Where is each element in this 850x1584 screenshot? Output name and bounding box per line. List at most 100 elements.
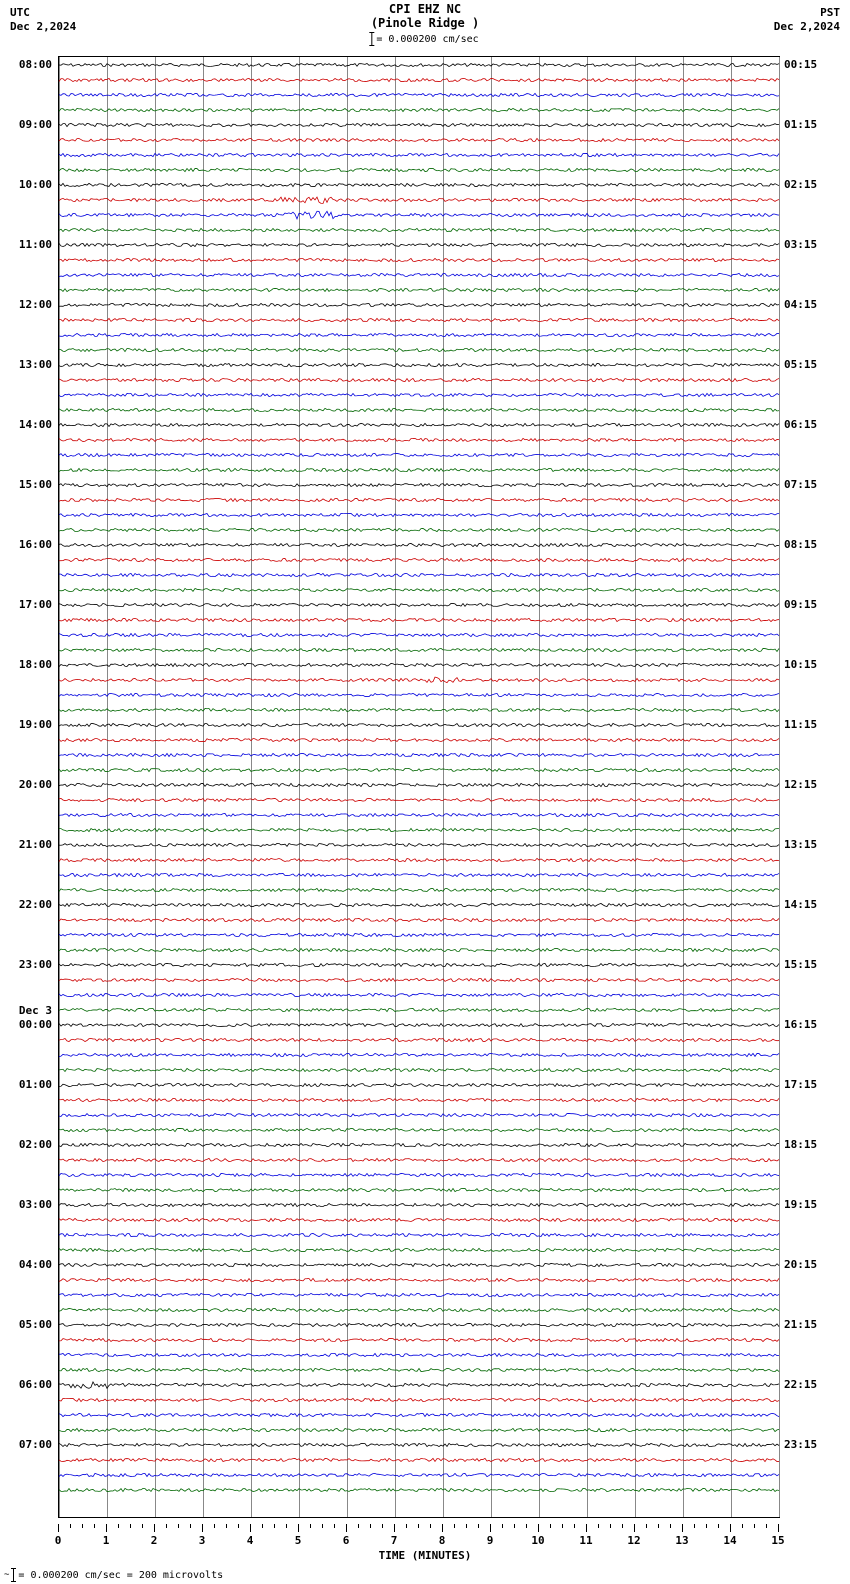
x-tick-minor: [166, 1524, 167, 1528]
footer-scale-text: = 0.000200 cm/sec = 200 microvolts: [18, 1570, 223, 1581]
pst-hour-label: 14:15: [784, 898, 832, 911]
x-tick-minor: [670, 1524, 671, 1528]
x-tick-minor: [130, 1524, 131, 1528]
scale-value: = 0.000200 cm/sec: [376, 34, 478, 45]
x-tick-minor: [718, 1524, 719, 1528]
utc-hour-label: 19:00: [4, 718, 52, 731]
utc-date: Dec 2,2024: [10, 20, 76, 33]
x-tick-minor: [94, 1524, 95, 1528]
pst-header: PST Dec 2,2024: [774, 6, 840, 35]
x-tick-label: 1: [103, 1534, 110, 1547]
utc-hour-label: 03:00: [4, 1198, 52, 1211]
x-tick-minor: [550, 1524, 551, 1528]
x-tick-label: 7: [391, 1534, 398, 1547]
footer-scale: ~ = 0.000200 cm/sec = 200 microvolts: [4, 1568, 223, 1582]
utc-hour-label: 16:00: [4, 538, 52, 551]
pst-hour-label: 13:15: [784, 838, 832, 851]
x-tick-minor: [322, 1524, 323, 1528]
plot-area: [58, 56, 780, 1518]
pst-hour-label: 04:15: [784, 298, 832, 311]
x-tick-label: 12: [627, 1534, 640, 1547]
x-tick-label: 11: [579, 1534, 592, 1547]
x-tick: [250, 1524, 251, 1532]
utc-hour-label: 01:00: [4, 1078, 52, 1091]
pst-hour-label: 09:15: [784, 598, 832, 611]
utc-hour-label: 13:00: [4, 358, 52, 371]
x-tick-label: 2: [151, 1534, 158, 1547]
x-tick-minor: [226, 1524, 227, 1528]
x-tick: [394, 1524, 395, 1532]
x-tick-minor: [478, 1524, 479, 1528]
pst-hour-label: 19:15: [784, 1198, 832, 1211]
pst-hour-label: 15:15: [784, 958, 832, 971]
x-tick-minor: [370, 1524, 371, 1528]
pst-date: Dec 2,2024: [774, 20, 840, 33]
x-tick-minor: [598, 1524, 599, 1528]
x-tick: [154, 1524, 155, 1532]
x-tick: [730, 1524, 731, 1532]
utc-hour-label: 12:00: [4, 298, 52, 311]
x-tick: [538, 1524, 539, 1532]
pst-hour-label: 08:15: [784, 538, 832, 551]
pst-hour-label: 16:15: [784, 1018, 832, 1031]
utc-hour-label: 22:00: [4, 898, 52, 911]
x-tick-minor: [466, 1524, 467, 1528]
x-axis-title: TIME (MINUTES): [0, 1549, 850, 1562]
utc-hour-label: 06:00: [4, 1378, 52, 1391]
pst-hour-label: 03:15: [784, 238, 832, 251]
pst-hour-label: 18:15: [784, 1138, 832, 1151]
pst-hour-label: 12:15: [784, 778, 832, 791]
x-tick-label: 15: [771, 1534, 784, 1547]
pst-hour-label: 07:15: [784, 478, 832, 491]
seismogram-container: CPI EHZ NC (Pinole Ridge ) UTC Dec 2,202…: [0, 0, 850, 1584]
pst-hour-label: 10:15: [784, 658, 832, 671]
pst-hour-label: 06:15: [784, 418, 832, 431]
x-tick-label: 6: [343, 1534, 350, 1547]
pst-hour-label: 00:15: [784, 58, 832, 71]
x-tick: [586, 1524, 587, 1532]
utc-hour-label: 23:00: [4, 958, 52, 971]
x-tick: [202, 1524, 203, 1532]
pst-hour-label: 02:15: [784, 178, 832, 191]
utc-hour-label: 15:00: [4, 478, 52, 491]
x-tick-minor: [70, 1524, 71, 1528]
x-tick-minor: [382, 1524, 383, 1528]
x-tick-minor: [610, 1524, 611, 1528]
utc-hour-label: 02:00: [4, 1138, 52, 1151]
x-tick-minor: [646, 1524, 647, 1528]
utc-label: UTC: [10, 6, 30, 19]
utc-hour-label: 05:00: [4, 1318, 52, 1331]
pst-hour-label: 01:15: [784, 118, 832, 131]
x-tick: [682, 1524, 683, 1532]
x-tick: [106, 1524, 107, 1532]
utc-hour-label: 04:00: [4, 1258, 52, 1271]
x-tick-minor: [238, 1524, 239, 1528]
x-tick-label: 4: [247, 1534, 254, 1547]
footer-scale-bar-icon: [13, 1568, 14, 1582]
x-tick-minor: [142, 1524, 143, 1528]
x-tick-minor: [178, 1524, 179, 1528]
utc-hour-label: 21:00: [4, 838, 52, 851]
x-tick-minor: [706, 1524, 707, 1528]
x-tick-minor: [310, 1524, 311, 1528]
x-tick-minor: [502, 1524, 503, 1528]
x-tick-minor: [262, 1524, 263, 1528]
x-tick: [634, 1524, 635, 1532]
x-axis: 0123456789101112131415: [58, 1524, 778, 1544]
x-tick-minor: [526, 1524, 527, 1528]
pst-hour-label: 20:15: [784, 1258, 832, 1271]
utc-hour-label: 10:00: [4, 178, 52, 191]
x-tick-minor: [406, 1524, 407, 1528]
utc-hour-label: 00:00: [4, 1018, 52, 1031]
x-tick-label: 3: [199, 1534, 206, 1547]
x-tick-minor: [574, 1524, 575, 1528]
utc-hour-label: 09:00: [4, 118, 52, 131]
x-tick-minor: [190, 1524, 191, 1528]
x-tick-minor: [454, 1524, 455, 1528]
x-tick-minor: [430, 1524, 431, 1528]
x-tick: [490, 1524, 491, 1532]
x-tick-minor: [82, 1524, 83, 1528]
pst-hour-label: 05:15: [784, 358, 832, 371]
pst-hour-label: 22:15: [784, 1378, 832, 1391]
x-tick-minor: [766, 1524, 767, 1528]
